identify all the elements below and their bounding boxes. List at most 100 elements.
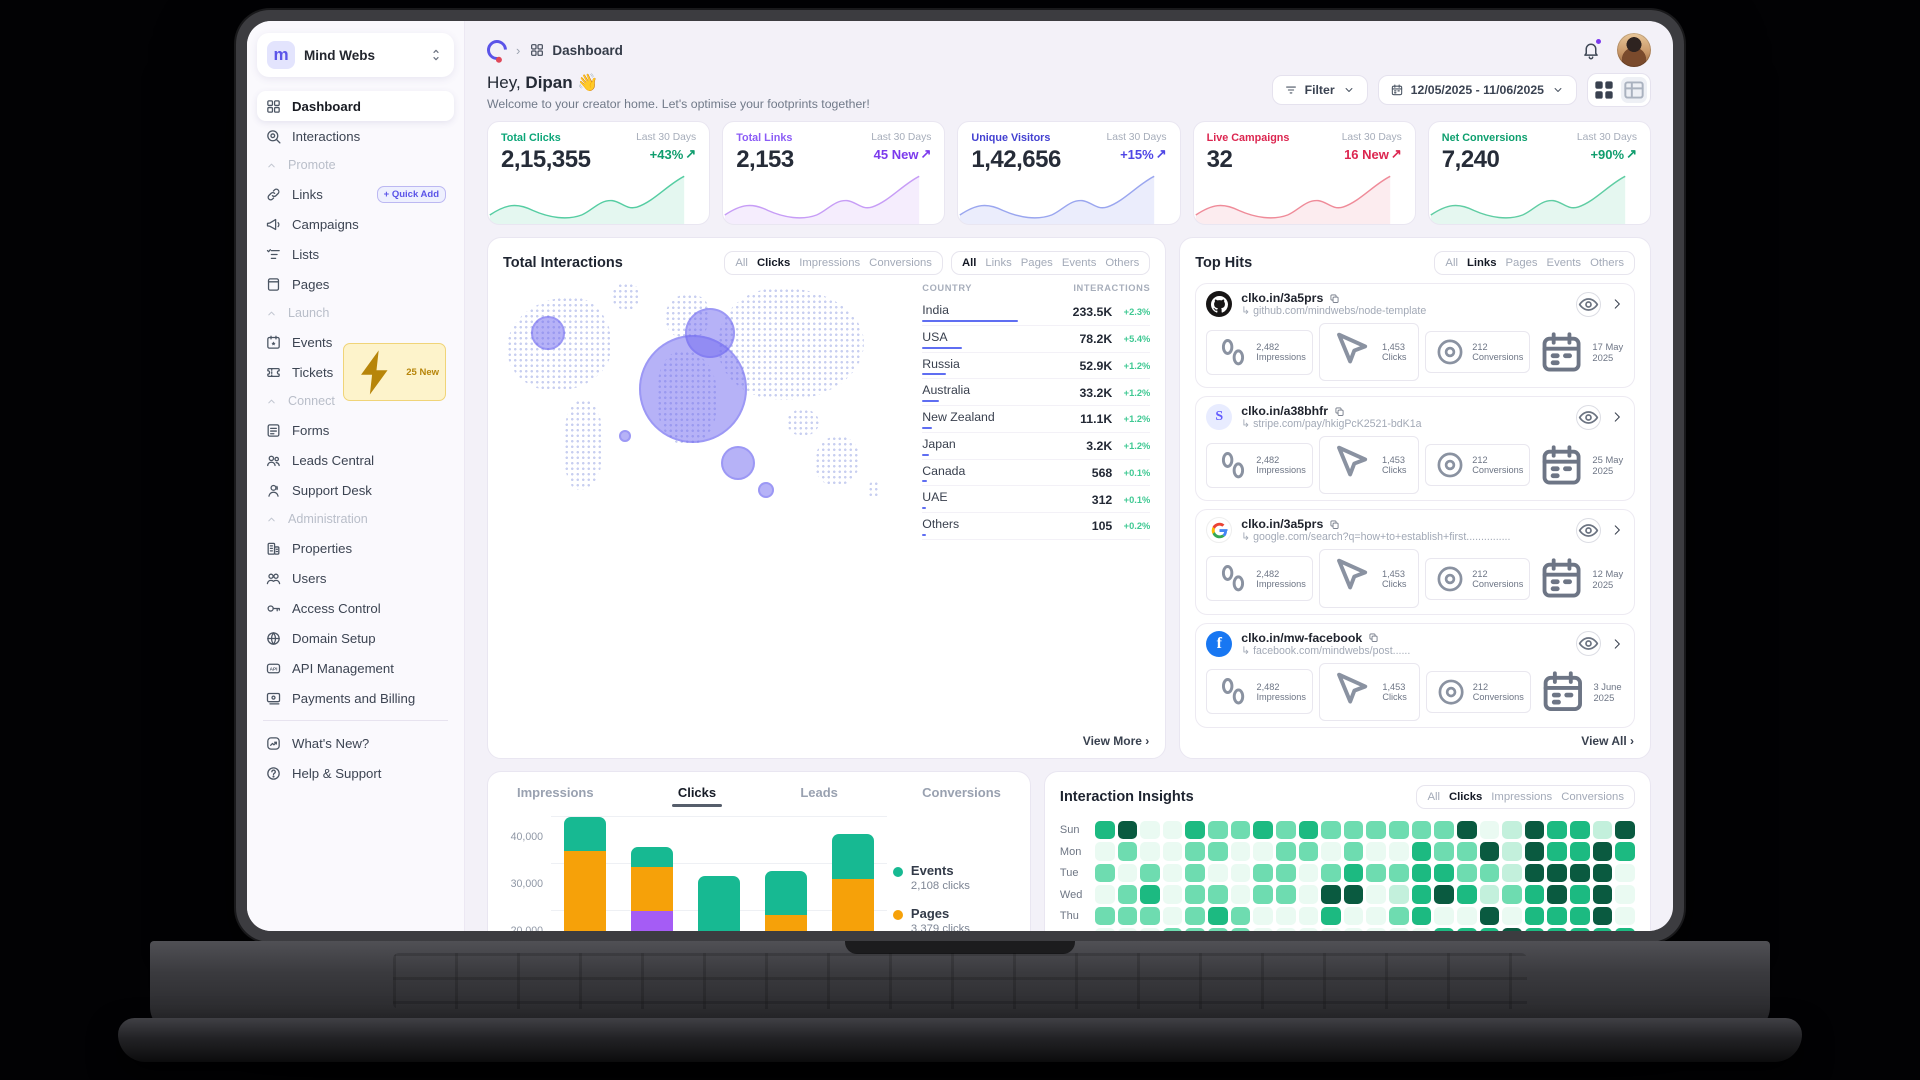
heatmap-cell-thu-01[interactable] [1117, 906, 1138, 926]
short-link[interactable]: clko.in/mw-facebook [1241, 631, 1567, 645]
country-row-uae[interactable]: UAE 312 +0.1% [922, 486, 1151, 513]
heatmap-cell-mon-08[interactable] [1275, 842, 1296, 861]
heatmap-cell-fri-06[interactable] [1230, 928, 1251, 931]
heatmap-cell-wed-13[interactable] [1389, 885, 1409, 904]
heatmap-cell-thu-06[interactable] [1230, 906, 1251, 926]
heatmap-cell-thu-20[interactable] [1547, 906, 1568, 926]
heatmap-cell-fri-17[interactable] [1479, 928, 1500, 931]
heatmap-cell-sun-04[interactable] [1185, 820, 1206, 840]
heatmap-cell-tue-21[interactable] [1570, 863, 1590, 883]
heatmap-cell-thu-15[interactable] [1434, 906, 1454, 926]
sidebar-item-what-s-new[interactable]: What's New? [257, 728, 454, 758]
heatmap-cell-tue-12[interactable] [1366, 863, 1387, 883]
tab-impressions[interactable]: Impressions [799, 257, 861, 269]
heatmap-cell-fri-09[interactable] [1298, 928, 1319, 931]
sidebar-section-administration[interactable]: Administration [257, 505, 454, 533]
heatmap-cell-fri-03[interactable] [1162, 928, 1183, 931]
country-row-russia[interactable]: Russia 52.9K +1.2% [922, 353, 1151, 380]
map-bubble[interactable] [721, 446, 756, 480]
country-row-japan[interactable]: Japan 3.2K +1.2% [922, 433, 1151, 460]
sidebar-item-help-support[interactable]: Help & Support [257, 758, 454, 788]
tab-conversions[interactable]: Conversions [922, 784, 1001, 800]
sidebar-item-access-control[interactable]: Access Control [257, 593, 454, 623]
heatmap-cell-thu-21[interactable] [1570, 906, 1590, 926]
heatmap-cell-sun-06[interactable] [1230, 820, 1251, 840]
workspace-switcher[interactable]: m Mind Webs [257, 33, 454, 77]
heatmap-cell-mon-00[interactable] [1094, 842, 1115, 861]
heatmap-cell-thu-00[interactable] [1094, 906, 1115, 926]
preview-eye-button[interactable] [1576, 291, 1601, 317]
sidebar-section-promote[interactable]: Promote [257, 151, 454, 179]
heatmap-cell-sun-12[interactable] [1366, 820, 1387, 840]
heatmap-cell-thu-16[interactable] [1456, 906, 1477, 926]
stat-card-unique-visitors[interactable]: Unique Visitors Last 30 Days 1,42,656 +1… [957, 121, 1181, 225]
heatmap-cell-tue-19[interactable] [1524, 863, 1545, 883]
heatmap-cell-wed-11[interactable] [1343, 885, 1364, 904]
heatmap-cell-wed-15[interactable] [1434, 885, 1454, 904]
heatmap-cell-thu-13[interactable] [1389, 906, 1409, 926]
heatmap-cell-wed-14[interactable] [1411, 885, 1432, 904]
country-row-australia[interactable]: Australia 33.2K +1.2% [922, 379, 1151, 406]
tab-pages[interactable]: Pages [1505, 257, 1538, 269]
heatmap-cell-fri-23[interactable] [1615, 928, 1635, 931]
preview-eye-button[interactable] [1576, 631, 1601, 657]
heatmap-cell-tue-14[interactable] [1411, 863, 1432, 883]
heatmap-cell-mon-22[interactable] [1592, 842, 1613, 861]
heatmap-cell-tue-10[interactable] [1321, 863, 1341, 883]
heatmap-cell-wed-06[interactable] [1230, 885, 1251, 904]
heatmap-cell-fri-05[interactable] [1208, 928, 1228, 931]
heatmap-cell-sun-19[interactable] [1524, 820, 1545, 840]
heatmap-cell-mon-07[interactable] [1253, 842, 1273, 861]
heatmap-cell-sun-03[interactable] [1162, 820, 1183, 840]
heatmap-cell-mon-14[interactable] [1411, 842, 1432, 861]
top-hit-row-clko-in-mw-facebook[interactable]: f clko.in/mw-facebook ↳ facebook.com/min… [1195, 622, 1635, 728]
sidebar-item-dashboard[interactable]: Dashboard [257, 91, 454, 121]
heatmap-cell-tue-13[interactable] [1389, 863, 1409, 883]
heatmap-cell-tue-11[interactable] [1343, 863, 1364, 883]
heatmap-cell-wed-09[interactable] [1298, 885, 1319, 904]
heatmap-cell-wed-00[interactable] [1094, 885, 1115, 904]
heatmap-cell-thu-12[interactable] [1366, 906, 1387, 926]
heatmap-cell-thu-05[interactable] [1208, 906, 1228, 926]
sidebar-item-events[interactable]: Events [257, 327, 454, 357]
bar-w1[interactable] [563, 816, 606, 931]
bar-w3[interactable] [697, 875, 740, 931]
heatmap-cell-thu-18[interactable] [1502, 906, 1522, 926]
sidebar-section-launch[interactable]: Launch [257, 299, 454, 327]
heatmap-cell-fri-15[interactable] [1434, 928, 1454, 931]
heatmap-cell-fri-16[interactable] [1456, 928, 1477, 931]
tab-impressions[interactable]: Impressions [517, 784, 594, 800]
heatmap-cell-mon-19[interactable] [1524, 842, 1545, 861]
top-hit-row-clko-in-a38bhfr[interactable]: S clko.in/a38bhfr ↳ stripe.com/pay/hkigP… [1195, 396, 1635, 502]
stat-card-net-conversions[interactable]: Net Conversions Last 30 Days 7,240 +90% ↗ [1427, 121, 1651, 225]
heatmap-cell-thu-10[interactable] [1321, 906, 1341, 926]
heatmap-cell-mon-06[interactable] [1230, 842, 1251, 861]
heatmap-cell-fri-00[interactable] [1094, 928, 1115, 931]
heatmap-cell-fri-08[interactable] [1275, 928, 1296, 931]
copy-icon[interactable] [1329, 519, 1340, 530]
heatmap-cell-tue-03[interactable] [1162, 863, 1183, 883]
tab-pages[interactable]: Pages [1020, 257, 1053, 269]
tab-clicks[interactable]: Clicks [756, 257, 791, 269]
tab-clicks[interactable]: Clicks [671, 785, 723, 807]
heatmap-cell-sun-10[interactable] [1321, 820, 1341, 840]
heatmap-cell-thu-11[interactable] [1343, 906, 1364, 926]
heatmap-cell-tue-16[interactable] [1456, 863, 1477, 883]
heatmap-cell-sun-00[interactable] [1094, 820, 1115, 840]
top-hit-row-clko-in-3a5prs[interactable]: clko.in/3a5prs ↳ github.com/mindwebs/nod… [1195, 283, 1635, 389]
heatmap-cell-fri-19[interactable] [1524, 928, 1545, 931]
heatmap-cell-thu-08[interactable] [1275, 906, 1296, 926]
heatmap-cell-tue-20[interactable] [1547, 863, 1568, 883]
sidebar-item-support-desk[interactable]: Support Desk [257, 475, 454, 505]
sidebar-item-api-management[interactable]: API API Management [257, 653, 454, 683]
heatmap-cell-fri-07[interactable] [1253, 928, 1273, 931]
view-more-link[interactable]: View More › [1082, 733, 1150, 748]
heatmap-cell-tue-22[interactable] [1592, 863, 1613, 883]
heatmap-cell-mon-23[interactable] [1615, 842, 1635, 861]
heatmap-cell-tue-18[interactable] [1502, 863, 1522, 883]
heatmap-cell-mon-11[interactable] [1343, 842, 1364, 861]
top-hit-row-clko-in-3a5prs[interactable]: clko.in/3a5prs ↳ google.com/search?q=how… [1195, 509, 1635, 615]
heatmap-cell-wed-18[interactable] [1502, 885, 1522, 904]
heatmap-cell-sun-15[interactable] [1434, 820, 1454, 840]
heatmap-cell-mon-10[interactable] [1321, 842, 1341, 861]
